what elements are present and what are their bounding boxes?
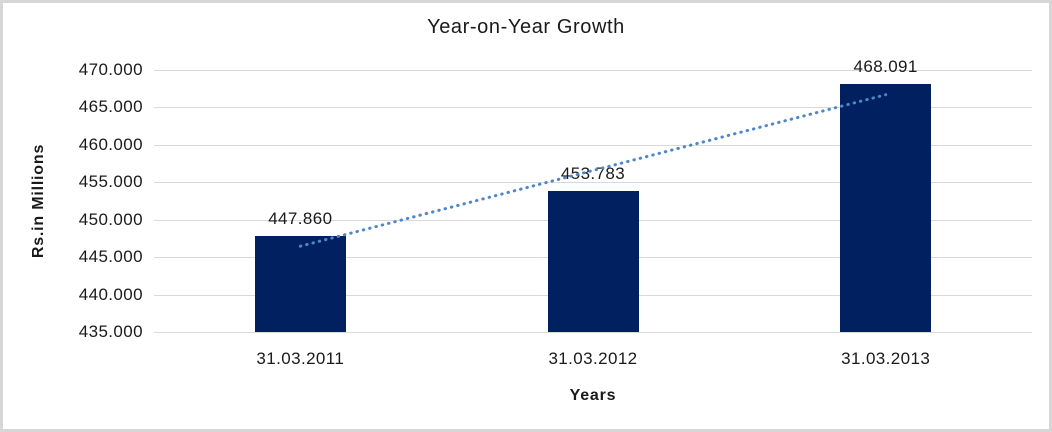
gridline bbox=[154, 182, 1032, 184]
x-axis-title: Years bbox=[569, 387, 617, 404]
y-tick-label: 470.000 bbox=[78, 60, 143, 79]
gridline bbox=[154, 332, 1032, 333]
trendline-dotted-line bbox=[298, 93, 888, 248]
x-tick-label: 31.03.2013 bbox=[841, 349, 931, 368]
y-axis-title: Rs.in Millions bbox=[30, 143, 47, 259]
gridline bbox=[154, 70, 1032, 71]
y-tick-label: 435.000 bbox=[78, 322, 143, 341]
gridline bbox=[154, 144, 1032, 146]
y-tick-label: 455.000 bbox=[78, 172, 143, 192]
data-label: 468.091 bbox=[853, 57, 918, 77]
y-tick-label: 450.000 bbox=[78, 209, 143, 229]
y-tick-label: 445.000 bbox=[78, 247, 143, 267]
gridline bbox=[154, 107, 1032, 109]
y-tick-label: 465.000 bbox=[78, 97, 143, 117]
data-label: 453.783 bbox=[560, 164, 626, 184]
x-tick-label: 31.03.2011 bbox=[256, 349, 345, 368]
y-tick-label: 440.000 bbox=[78, 284, 143, 304]
bar bbox=[840, 84, 932, 332]
trendline bbox=[298, 93, 888, 248]
x-tick-label: 31.03.2012 bbox=[548, 349, 638, 368]
y-tick-label: 460.000 bbox=[78, 134, 143, 154]
data-label: 447.860 bbox=[268, 208, 333, 228]
bar bbox=[547, 191, 639, 332]
chart-title: Year-on-Year Growth bbox=[427, 16, 625, 38]
bar bbox=[254, 235, 346, 332]
